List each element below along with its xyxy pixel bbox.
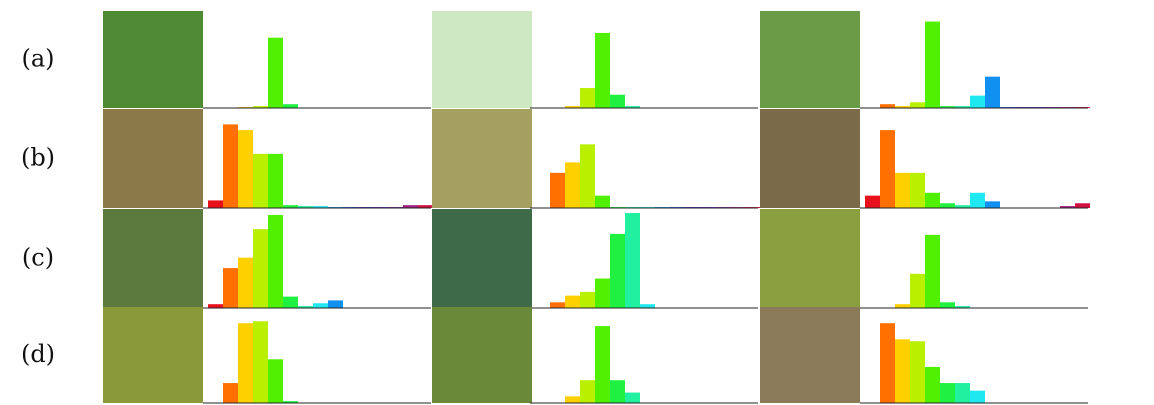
histogram-bar [955,306,970,308]
histogram-bar [610,233,625,308]
histogram-bar [895,172,910,208]
histogram-bar [865,195,880,208]
histogram-bar [970,390,985,403]
histogram-bar [1060,206,1075,208]
histogram-bar [283,296,298,308]
leaf-image [432,109,532,208]
histogram-bar [880,104,895,108]
histogram-bar [610,94,625,108]
histogram-bar [625,106,640,108]
histogram-bar [940,302,955,308]
histogram-bar [268,214,283,308]
histogram-bar [565,295,580,308]
leaf-image [760,11,860,108]
histogram-bar [403,205,418,208]
histogram-bar [208,304,223,308]
histogram-bar [955,106,970,108]
leaf-image [103,11,203,108]
histogram-bar [625,392,640,403]
leaf-image [103,209,203,308]
histogram-bar [268,359,283,403]
histogram-bar [925,192,940,208]
histogram-bar [253,153,268,208]
leaf-image [432,307,532,403]
histogram-bar [985,201,1000,208]
row-label: (c) [22,244,54,272]
histogram-bar [910,102,925,108]
histogram-bar [970,192,985,208]
histogram-bar [298,206,313,208]
leaf-image [760,209,860,308]
histogram-bar [640,304,655,308]
histogram-bar [238,257,253,308]
histogram-bar [565,396,580,403]
histogram-bar [550,172,565,208]
histogram-bar [1075,203,1090,208]
histogram-bar [580,88,595,108]
histogram-bar [565,162,580,208]
row-label: (b) [21,144,55,172]
histogram-bar [253,106,268,108]
histogram-bar [955,205,970,208]
histogram-bar [253,321,268,403]
histogram-bar [328,300,343,308]
histogram-bar [580,291,595,308]
leaf-image [760,307,860,403]
histogram-bar [253,229,268,308]
histogram-bar [595,195,610,208]
histogram-bar [418,205,433,208]
leaf-image [760,109,860,208]
histogram-bar [940,203,955,208]
histogram-bar [283,205,298,208]
row-label: (a) [21,45,54,73]
histogram-bar [223,124,238,208]
histogram-bar [625,213,640,308]
histogram-bar [595,278,610,308]
histogram-bar [910,341,925,403]
histogram-bar [895,339,910,403]
histogram-bar [970,95,985,108]
histogram-bar [283,401,298,403]
histogram-bar [268,153,283,208]
histogram-bar [955,383,970,403]
histogram-bar [925,21,940,108]
histogram-bar [925,366,940,403]
histogram-bar [283,104,298,108]
leaf-image [103,109,203,208]
histogram-bar [223,268,238,308]
row-label: (d) [21,340,55,368]
histogram-bar [208,200,223,208]
histogram-bar [550,302,565,308]
histogram-bar [895,304,910,308]
leaf-image [432,11,532,108]
histogram-bar [985,76,1000,108]
histogram-bar [238,323,253,403]
histogram-bar [313,303,328,308]
leaf-image [432,209,532,308]
histogram-bar [910,172,925,208]
histogram-bar [298,306,313,308]
histogram-bar [940,106,955,108]
histogram-bar [595,32,610,109]
histogram-bar [268,37,283,109]
histogram-bar [238,130,253,208]
histogram-bar [595,326,610,403]
histogram-bar [880,323,895,403]
histogram-bar [610,380,625,403]
histogram-bar [940,383,955,403]
histogram-bar [895,106,910,108]
histogram-bar [880,130,895,208]
histogram-bar [565,106,580,108]
histogram-bar [580,144,595,208]
histogram-bar [580,380,595,403]
histogram-bar [910,273,925,308]
histogram-bar [223,383,238,403]
histogram-bar [313,206,328,208]
leaf-image [103,307,203,403]
histogram-bar [925,234,940,308]
